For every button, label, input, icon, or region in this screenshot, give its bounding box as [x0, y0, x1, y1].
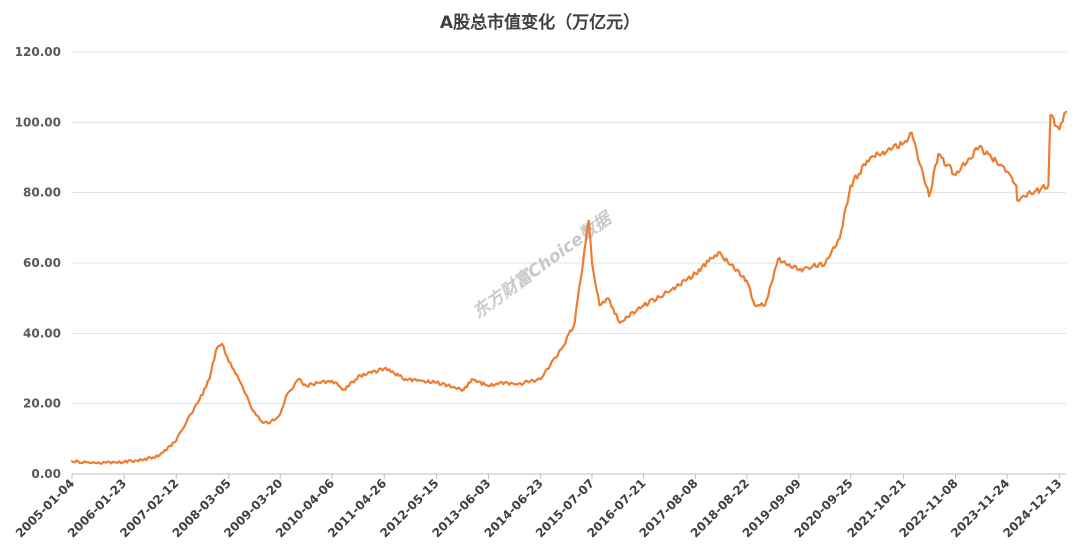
series-line-segment: [140, 454, 160, 462]
series-line-segment: [1015, 184, 1019, 201]
y-tick-label: 120.00: [15, 45, 61, 59]
series-line-segment: [753, 302, 767, 308]
series-line-segment: [503, 380, 519, 386]
series-line-segment: [305, 380, 321, 388]
series-line-segment: [590, 261, 601, 307]
series-line-segment: [268, 413, 282, 425]
series-line-segment: [1058, 110, 1068, 131]
series-line-segment: [606, 297, 621, 324]
series-line-segment: [587, 219, 594, 265]
series-line-segment: [239, 381, 255, 412]
series-line-segment: [937, 152, 957, 177]
series-line-segment: [462, 378, 473, 391]
series-line-segment: [1016, 184, 1050, 203]
series-line-segment: [157, 439, 178, 458]
series-line-segment: [776, 256, 800, 272]
series-line-segment: [359, 367, 386, 378]
series-line-segment: [175, 420, 188, 442]
series-line-segment: [214, 342, 223, 352]
chart-title: A股总市值变化（万亿元）: [440, 12, 640, 33]
series-line-segment: [1006, 170, 1018, 187]
series-line-segment: [928, 152, 940, 198]
series-line-segment: [1047, 114, 1052, 187]
series-line-segment: [869, 140, 905, 159]
series-line-segment: [220, 342, 230, 363]
series-line-segment: [668, 271, 697, 293]
series-line-segment: [642, 290, 672, 307]
series-line-segment: [539, 346, 564, 381]
series-line-segment: [404, 377, 438, 384]
series-line-segment: [383, 366, 407, 382]
series-line-segment: [284, 378, 300, 398]
series-line-segment: [954, 145, 981, 177]
series-line-segment: [598, 297, 609, 307]
y-axis-ticks: 0.00 20.00 40.00 60.00 80.00 100.00 120.00: [15, 45, 61, 481]
series-line-segment: [198, 378, 211, 402]
series-line-segment: [487, 380, 506, 388]
series-line-segment: [838, 184, 852, 240]
y-tick-label: 0.00: [31, 467, 61, 481]
series-line-segment: [1049, 114, 1061, 131]
series-line-segment: [297, 378, 308, 388]
series-line-segment: [208, 349, 217, 381]
series-line-segment: [694, 251, 720, 276]
series-line-segment: [470, 378, 490, 388]
series-line-segment: [797, 261, 827, 273]
series-line-segment: [342, 374, 362, 391]
series-line-segment: [763, 258, 779, 307]
series-line-segment: [227, 360, 242, 384]
series-line-segment: [618, 304, 645, 324]
series-line-segment: [70, 459, 94, 465]
series-line-segment: [279, 395, 287, 416]
series-line-segment: [573, 219, 590, 324]
series-line-segment: [902, 131, 913, 145]
series-line-segment: [978, 144, 1009, 173]
series-line-segment: [910, 131, 931, 198]
series-line-segment: [123, 458, 143, 464]
y-tick-label: 40.00: [23, 326, 61, 340]
series-line-segment: [745, 279, 756, 307]
series-line-segment: [260, 420, 271, 425]
series-line-segment: [252, 409, 263, 423]
series-line-segment: [561, 321, 576, 349]
y-tick-label: 20.00: [23, 397, 61, 411]
y-tick-label: 80.00: [23, 186, 61, 200]
series-line-segment: [849, 156, 872, 188]
series-line-segment: [185, 399, 201, 423]
series-line-segment: [91, 460, 126, 465]
series-line-segment: [435, 380, 465, 392]
series-line-segment: [318, 379, 334, 385]
series-line-segment: [717, 251, 748, 283]
series-line-segment: [824, 237, 841, 265]
series-line-segment: [330, 379, 345, 391]
y-tick-label: 60.00: [23, 256, 61, 270]
series-group: [70, 110, 1068, 465]
series-line-segment: [516, 377, 542, 386]
y-tick-label: 100.00: [15, 115, 61, 129]
